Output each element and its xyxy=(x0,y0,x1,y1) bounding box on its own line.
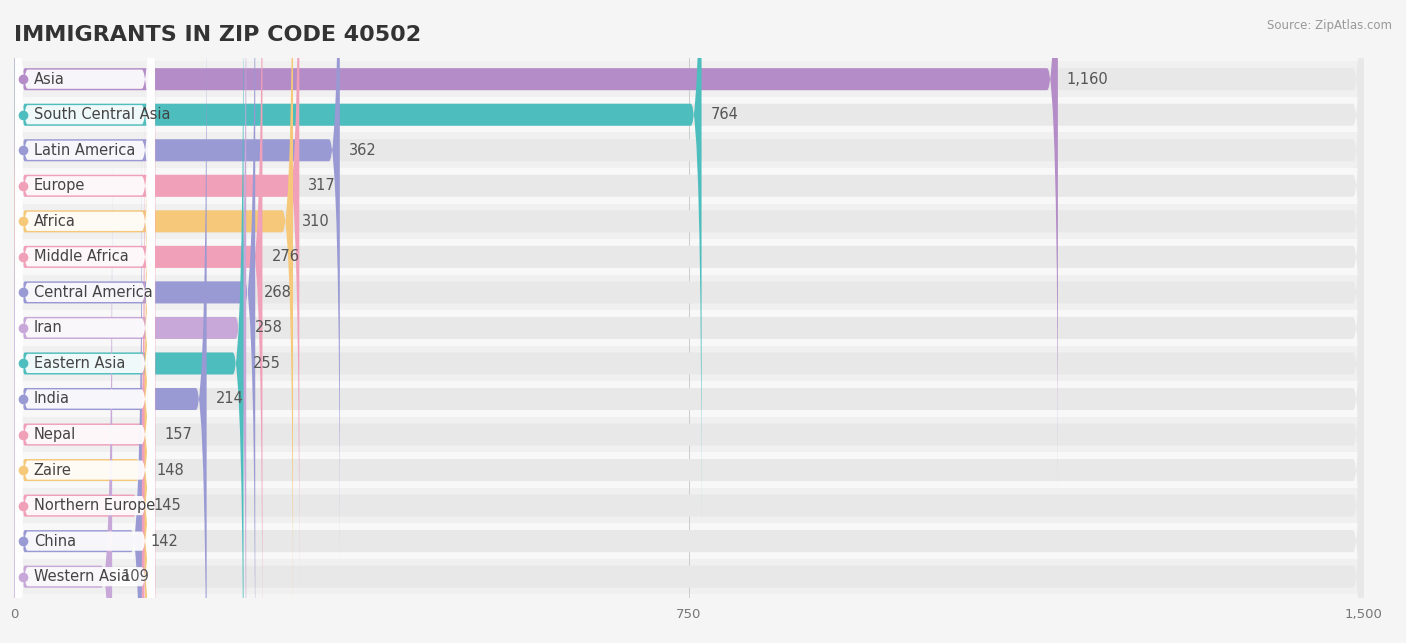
Text: 258: 258 xyxy=(256,320,283,336)
Text: South Central Asia: South Central Asia xyxy=(34,107,170,122)
FancyBboxPatch shape xyxy=(14,126,1364,643)
Text: Nepal: Nepal xyxy=(34,427,76,442)
FancyBboxPatch shape xyxy=(15,0,155,643)
FancyBboxPatch shape xyxy=(14,90,1364,643)
FancyBboxPatch shape xyxy=(15,0,155,643)
FancyBboxPatch shape xyxy=(14,90,145,643)
Text: 310: 310 xyxy=(302,214,330,229)
FancyBboxPatch shape xyxy=(14,0,292,637)
Text: Source: ZipAtlas.com: Source: ZipAtlas.com xyxy=(1267,19,1392,32)
Text: 362: 362 xyxy=(349,143,377,158)
FancyBboxPatch shape xyxy=(14,0,1057,494)
FancyBboxPatch shape xyxy=(14,0,1364,637)
FancyBboxPatch shape xyxy=(14,0,1364,566)
FancyBboxPatch shape xyxy=(15,0,155,643)
FancyBboxPatch shape xyxy=(14,381,1364,417)
FancyBboxPatch shape xyxy=(15,0,155,643)
FancyBboxPatch shape xyxy=(14,239,1364,275)
Text: 142: 142 xyxy=(150,534,179,548)
FancyBboxPatch shape xyxy=(15,89,155,643)
FancyBboxPatch shape xyxy=(15,0,155,643)
FancyBboxPatch shape xyxy=(14,0,702,530)
Text: China: China xyxy=(34,534,76,548)
FancyBboxPatch shape xyxy=(14,0,263,643)
FancyBboxPatch shape xyxy=(14,19,1364,643)
Text: 317: 317 xyxy=(308,178,336,194)
Text: 255: 255 xyxy=(253,356,280,371)
FancyBboxPatch shape xyxy=(14,0,1364,643)
FancyBboxPatch shape xyxy=(14,168,1364,204)
FancyBboxPatch shape xyxy=(14,19,155,643)
FancyBboxPatch shape xyxy=(14,452,1364,488)
Text: 764: 764 xyxy=(710,107,738,122)
Text: Asia: Asia xyxy=(34,71,65,87)
FancyBboxPatch shape xyxy=(14,55,148,643)
Text: 145: 145 xyxy=(153,498,181,513)
FancyBboxPatch shape xyxy=(14,0,1364,530)
FancyBboxPatch shape xyxy=(15,53,155,643)
FancyBboxPatch shape xyxy=(14,204,1364,239)
FancyBboxPatch shape xyxy=(14,55,1364,643)
FancyBboxPatch shape xyxy=(14,0,246,643)
Text: Latin America: Latin America xyxy=(34,143,135,158)
FancyBboxPatch shape xyxy=(14,0,1364,494)
FancyBboxPatch shape xyxy=(15,0,155,567)
Text: Europe: Europe xyxy=(34,178,86,194)
FancyBboxPatch shape xyxy=(14,0,256,643)
Text: Central America: Central America xyxy=(34,285,153,300)
FancyBboxPatch shape xyxy=(14,132,1364,168)
FancyBboxPatch shape xyxy=(14,417,1364,452)
Text: Zaire: Zaire xyxy=(34,462,72,478)
FancyBboxPatch shape xyxy=(14,0,299,601)
Text: 214: 214 xyxy=(215,392,243,406)
FancyBboxPatch shape xyxy=(14,559,1364,594)
FancyBboxPatch shape xyxy=(14,488,1364,523)
FancyBboxPatch shape xyxy=(14,0,1364,643)
FancyBboxPatch shape xyxy=(15,0,155,602)
FancyBboxPatch shape xyxy=(14,126,142,643)
FancyBboxPatch shape xyxy=(15,0,155,643)
Text: Western Asia: Western Asia xyxy=(34,569,129,584)
FancyBboxPatch shape xyxy=(14,346,1364,381)
FancyBboxPatch shape xyxy=(14,62,1364,97)
Text: IMMIGRANTS IN ZIP CODE 40502: IMMIGRANTS IN ZIP CODE 40502 xyxy=(14,25,422,45)
FancyBboxPatch shape xyxy=(14,0,1364,601)
FancyBboxPatch shape xyxy=(14,275,1364,310)
FancyBboxPatch shape xyxy=(14,161,1364,643)
FancyBboxPatch shape xyxy=(15,18,155,643)
FancyBboxPatch shape xyxy=(14,97,1364,132)
FancyBboxPatch shape xyxy=(15,0,155,643)
Text: Northern Europe: Northern Europe xyxy=(34,498,155,513)
FancyBboxPatch shape xyxy=(14,0,1364,643)
Text: 148: 148 xyxy=(156,462,184,478)
Text: Middle Africa: Middle Africa xyxy=(34,249,128,264)
FancyBboxPatch shape xyxy=(14,0,340,566)
FancyBboxPatch shape xyxy=(15,0,155,638)
FancyBboxPatch shape xyxy=(14,0,207,643)
Text: Africa: Africa xyxy=(34,214,76,229)
FancyBboxPatch shape xyxy=(15,0,155,643)
FancyBboxPatch shape xyxy=(14,0,1364,643)
FancyBboxPatch shape xyxy=(14,0,243,643)
Text: 109: 109 xyxy=(121,569,149,584)
FancyBboxPatch shape xyxy=(14,0,1364,643)
Text: Iran: Iran xyxy=(34,320,63,336)
Text: 268: 268 xyxy=(264,285,292,300)
Text: India: India xyxy=(34,392,70,406)
Text: 1,160: 1,160 xyxy=(1067,71,1108,87)
Text: Eastern Asia: Eastern Asia xyxy=(34,356,125,371)
FancyBboxPatch shape xyxy=(15,0,155,643)
Text: 157: 157 xyxy=(165,427,193,442)
FancyBboxPatch shape xyxy=(14,310,1364,346)
Text: 276: 276 xyxy=(271,249,299,264)
FancyBboxPatch shape xyxy=(14,161,112,643)
FancyBboxPatch shape xyxy=(14,523,1364,559)
